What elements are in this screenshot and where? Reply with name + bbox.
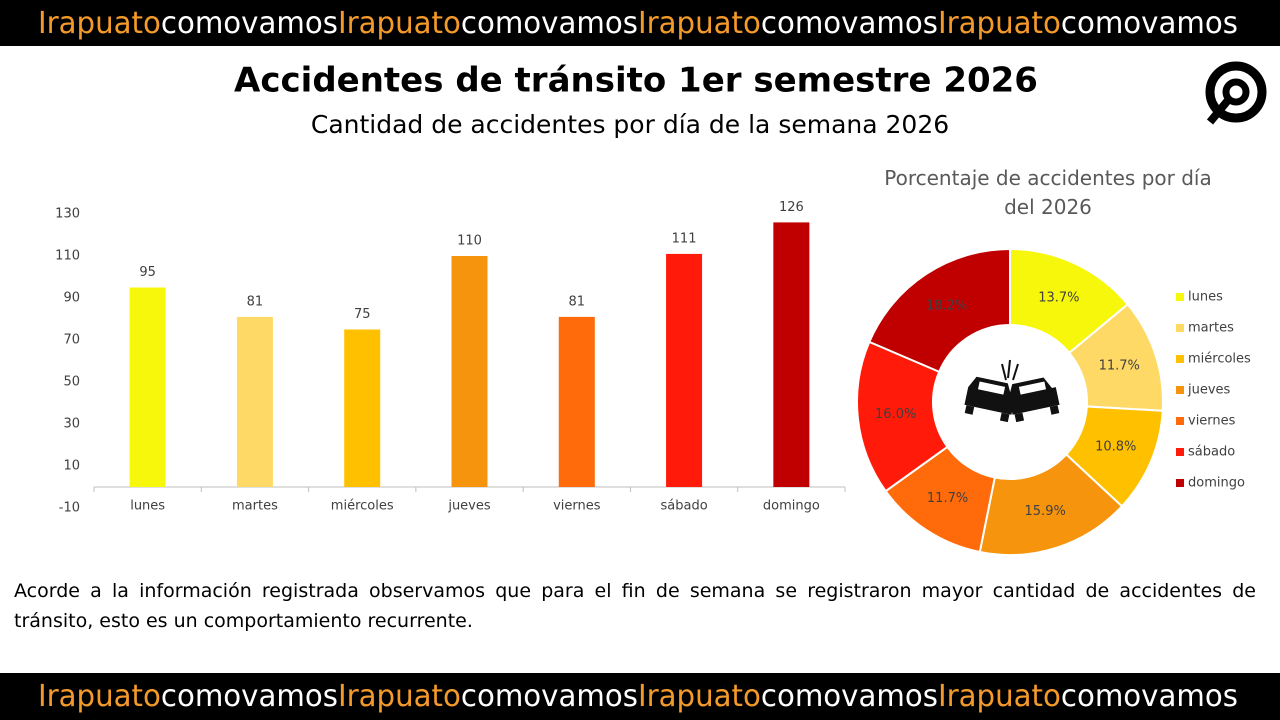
data-label: 75 (354, 307, 371, 322)
banner-word: comovamos (161, 6, 338, 41)
donut-segment (856, 340, 949, 493)
legend-swatch (1176, 386, 1184, 394)
legend-label: viernes (1188, 414, 1236, 429)
x-tick-label: jueves (447, 499, 491, 514)
legend-swatch (1176, 355, 1184, 363)
y-tick-label: 130 (55, 207, 80, 222)
data-label: 16.0% (875, 407, 916, 422)
bar (344, 329, 381, 487)
banner-word: comovamos (1061, 679, 1238, 714)
logo (1205, 61, 1267, 125)
bottom-banner-bg (0, 673, 1280, 720)
crash-icon (964, 359, 1060, 423)
donut-title-box: Porcentaje de accidentes por día del 202… (884, 166, 1212, 219)
legend-swatch (1176, 479, 1184, 487)
bottom-banner: IrapuatocomovamosIrapuatocomovamosIrapua… (38, 679, 1238, 714)
bar-chart: -10 10 30 50 70 90 110 130 95 lunes 81 martes 75 miér… (55, 200, 846, 516)
banner-word: Irapuato (338, 6, 461, 41)
y-tick-label: 70 (63, 333, 80, 348)
legend-label: jueves (1187, 383, 1231, 398)
paragraph: Acorde a la información registrada obser… (14, 580, 1256, 632)
banner-word: Irapuato (938, 6, 1061, 41)
data-label: 18.2% (926, 299, 967, 314)
x-tick-label: viernes (553, 499, 601, 514)
banner-word: Irapuato (38, 679, 161, 714)
bar (451, 256, 488, 487)
data-label: 11.7% (1099, 359, 1140, 374)
data-label: 95 (139, 265, 156, 280)
banner-word: Irapuato (338, 679, 461, 714)
paragraph-box: Acorde a la información registrada obser… (14, 580, 1256, 632)
data-label: 110 (457, 234, 482, 249)
legend-swatch (1176, 324, 1184, 332)
legend-label: sábado (1188, 445, 1235, 460)
banner-word: comovamos (461, 679, 638, 714)
x-tick-label: domingo (763, 499, 820, 514)
banner-word: comovamos (1061, 6, 1238, 41)
data-label: 111 (672, 231, 697, 246)
data-label: 81 (569, 294, 586, 309)
y-tick-label: 10 (63, 459, 80, 474)
title: Accidentes de tránsito 1er semestre 2026 (234, 61, 1038, 101)
banner-word: comovamos (161, 679, 338, 714)
y-tick-label: 50 (63, 375, 80, 390)
y-tick-label: -10 (59, 501, 80, 516)
banner-word: comovamos (761, 679, 938, 714)
data-label: 126 (779, 200, 804, 215)
legend-swatch (1176, 448, 1184, 456)
data-label: 81 (247, 294, 264, 309)
data-label: 10.8% (1095, 440, 1136, 455)
bar (773, 222, 810, 487)
x-tick-label: sábado (660, 499, 707, 514)
bar (666, 253, 703, 487)
legend-swatch (1176, 417, 1184, 425)
legend-label: martes (1188, 321, 1234, 336)
y-tick-label: 90 (63, 291, 80, 306)
x-tick-label: miércoles (331, 499, 394, 514)
legend-swatch (1176, 293, 1184, 301)
data-label: 15.9% (1025, 504, 1066, 519)
donut-title: Porcentaje de accidentes por día del 202… (884, 166, 1212, 219)
banner-word: comovamos (761, 6, 938, 41)
banner-word: Irapuato (38, 6, 161, 41)
banner-word: Irapuato (638, 6, 761, 41)
donut-segment (867, 247, 1011, 374)
legend-label: domingo (1188, 476, 1245, 491)
subtitle: Cantidad de accidentes por día de la sem… (311, 110, 949, 139)
legend-label: miércoles (1188, 352, 1251, 367)
bar (558, 316, 595, 487)
bar (129, 287, 166, 487)
bar (236, 316, 273, 487)
donut-segment (978, 453, 1124, 556)
y-tick-label: 110 (55, 249, 80, 264)
donut-chart: 13.7% 11.7% 10.8% 15.9% 11.7% 16.0% 18.2% lunes… (856, 247, 1251, 556)
x-tick-label: martes (232, 499, 278, 514)
legend-label: lunes (1188, 290, 1223, 305)
top-banner: IrapuatocomovamosIrapuatocomovamosIrapua… (38, 6, 1238, 41)
x-tick-label: lunes (130, 499, 165, 514)
top-banner-bg (0, 0, 1280, 46)
y-tick-label: 30 (63, 417, 80, 432)
data-label: 13.7% (1038, 290, 1079, 305)
banner-word: comovamos (461, 6, 638, 41)
data-label: 11.7% (927, 491, 968, 506)
banner-word: Irapuato (638, 679, 761, 714)
banner-word: Irapuato (938, 679, 1061, 714)
